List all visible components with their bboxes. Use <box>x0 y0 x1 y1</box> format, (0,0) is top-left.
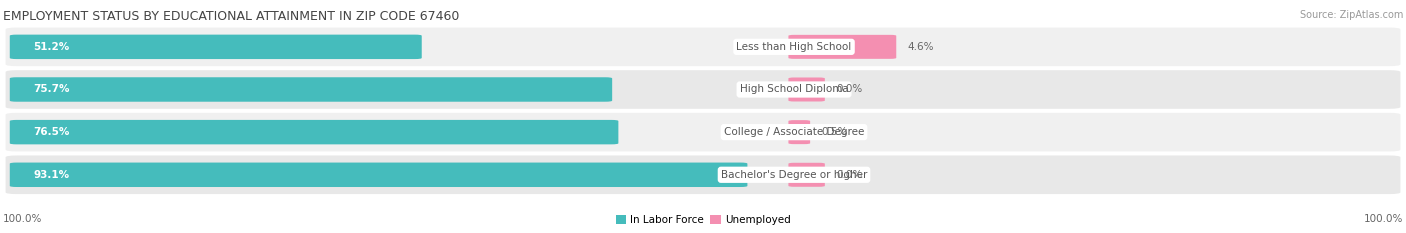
Legend: In Labor Force, Unemployed: In Labor Force, Unemployed <box>612 211 794 230</box>
FancyBboxPatch shape <box>10 35 422 59</box>
Text: 4.6%: 4.6% <box>907 42 934 52</box>
FancyBboxPatch shape <box>789 163 825 187</box>
FancyBboxPatch shape <box>789 35 896 59</box>
FancyBboxPatch shape <box>10 120 619 144</box>
FancyBboxPatch shape <box>6 113 1400 151</box>
Text: College / Associate Degree: College / Associate Degree <box>724 127 865 137</box>
FancyBboxPatch shape <box>6 27 1400 66</box>
Text: Less than High School: Less than High School <box>737 42 852 52</box>
Text: 75.7%: 75.7% <box>34 85 70 95</box>
Text: 0.0%: 0.0% <box>837 85 862 95</box>
Text: 100.0%: 100.0% <box>3 214 42 224</box>
Text: 0.5%: 0.5% <box>821 127 848 137</box>
FancyBboxPatch shape <box>6 70 1400 109</box>
Text: Bachelor's Degree or higher: Bachelor's Degree or higher <box>721 170 868 180</box>
FancyBboxPatch shape <box>10 77 612 102</box>
Text: 100.0%: 100.0% <box>1364 214 1403 224</box>
FancyBboxPatch shape <box>789 78 825 102</box>
Text: 76.5%: 76.5% <box>34 127 70 137</box>
FancyBboxPatch shape <box>10 163 748 187</box>
Text: Source: ZipAtlas.com: Source: ZipAtlas.com <box>1301 10 1403 20</box>
Text: 51.2%: 51.2% <box>34 42 70 52</box>
Text: 0.0%: 0.0% <box>837 170 862 180</box>
FancyBboxPatch shape <box>789 120 810 144</box>
FancyBboxPatch shape <box>6 155 1400 194</box>
Text: EMPLOYMENT STATUS BY EDUCATIONAL ATTAINMENT IN ZIP CODE 67460: EMPLOYMENT STATUS BY EDUCATIONAL ATTAINM… <box>3 10 460 23</box>
Text: 93.1%: 93.1% <box>34 170 70 180</box>
Text: High School Diploma: High School Diploma <box>740 85 848 95</box>
